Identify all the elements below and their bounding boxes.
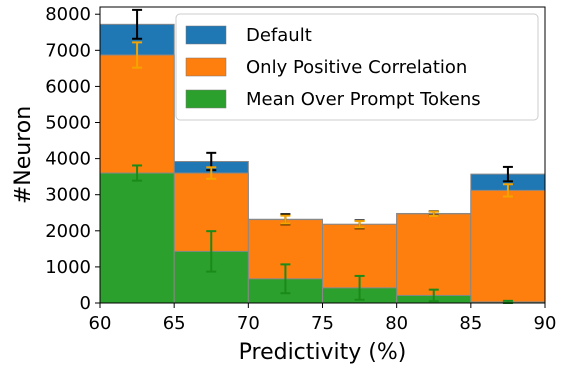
legend-label-default: Default bbox=[246, 25, 312, 46]
legend: Default Only Positive Correlation Mean O… bbox=[175, 13, 539, 121]
legend-label-mean-over-prompt-tokens: Mean Over Prompt Tokens bbox=[246, 89, 481, 110]
x-tick-label-90: 90 bbox=[534, 313, 557, 334]
x-tick-label-80: 80 bbox=[385, 313, 408, 334]
error-bar-only-positive-correlation-65-70 bbox=[206, 166, 217, 180]
x-tick-label-65: 65 bbox=[163, 313, 186, 334]
y-tick-label-7000: 7000 bbox=[45, 40, 91, 61]
y-tick-label-5000: 5000 bbox=[45, 113, 91, 134]
legend-swatch-mean-over-prompt-tokens bbox=[185, 89, 227, 109]
error-bar-only-positive-correlation-75-80 bbox=[354, 220, 365, 229]
error-bar-default-60-65 bbox=[132, 8, 143, 40]
x-axis-label: Predictivity (%) bbox=[239, 340, 407, 365]
y-axis-ticks: 0 1000 2000 3000 4000 5000 6000 7000 8000 bbox=[45, 4, 100, 314]
error-bar-mean-over-prompt-tokens-70-75 bbox=[280, 263, 291, 295]
y-tick-label-8000: 8000 bbox=[45, 4, 91, 25]
x-tick-label-85: 85 bbox=[459, 313, 482, 334]
x-tick-label-75: 75 bbox=[311, 313, 334, 334]
error-bar-only-positive-correlation-60-65 bbox=[132, 41, 143, 69]
error-bar-mean-over-prompt-tokens-75-80 bbox=[354, 274, 365, 301]
legend-swatch-default bbox=[185, 25, 227, 45]
y-tick-label-4000: 4000 bbox=[45, 149, 91, 170]
y-tick-label-0: 0 bbox=[80, 293, 91, 314]
y-tick-label-3000: 3000 bbox=[45, 185, 91, 206]
y-tick-label-2000: 2000 bbox=[45, 221, 91, 242]
bar-only-positive-correlation-85-90 bbox=[470, 189, 546, 304]
error-bar-default-85-90 bbox=[502, 165, 513, 183]
y-tick-label-1000: 1000 bbox=[45, 257, 91, 278]
x-tick-label-60: 60 bbox=[89, 313, 112, 334]
x-axis-ticks: 60 65 70 75 80 85 90 bbox=[89, 303, 557, 334]
y-axis-label: #Neuron bbox=[11, 106, 36, 204]
error-bar-mean-over-prompt-tokens-65-70 bbox=[206, 230, 217, 273]
bar-mean-over-prompt-tokens-60-65 bbox=[99, 172, 175, 304]
legend-label-only-positive-correlation: Only Positive Correlation bbox=[246, 57, 467, 78]
error-bar-only-positive-correlation-85-90 bbox=[502, 183, 513, 198]
error-bar-only-positive-correlation-80-85 bbox=[428, 210, 439, 218]
error-bar-mean-over-prompt-tokens-60-65 bbox=[132, 164, 143, 182]
legend-swatch-only-positive-correlation bbox=[185, 57, 227, 77]
error-bar-only-positive-correlation-70-75 bbox=[280, 214, 291, 225]
error-bar-mean-over-prompt-tokens-80-85 bbox=[428, 288, 439, 303]
y-tick-label-6000: 6000 bbox=[45, 76, 91, 97]
legend-box bbox=[175, 13, 539, 121]
x-tick-label-70: 70 bbox=[237, 313, 260, 334]
